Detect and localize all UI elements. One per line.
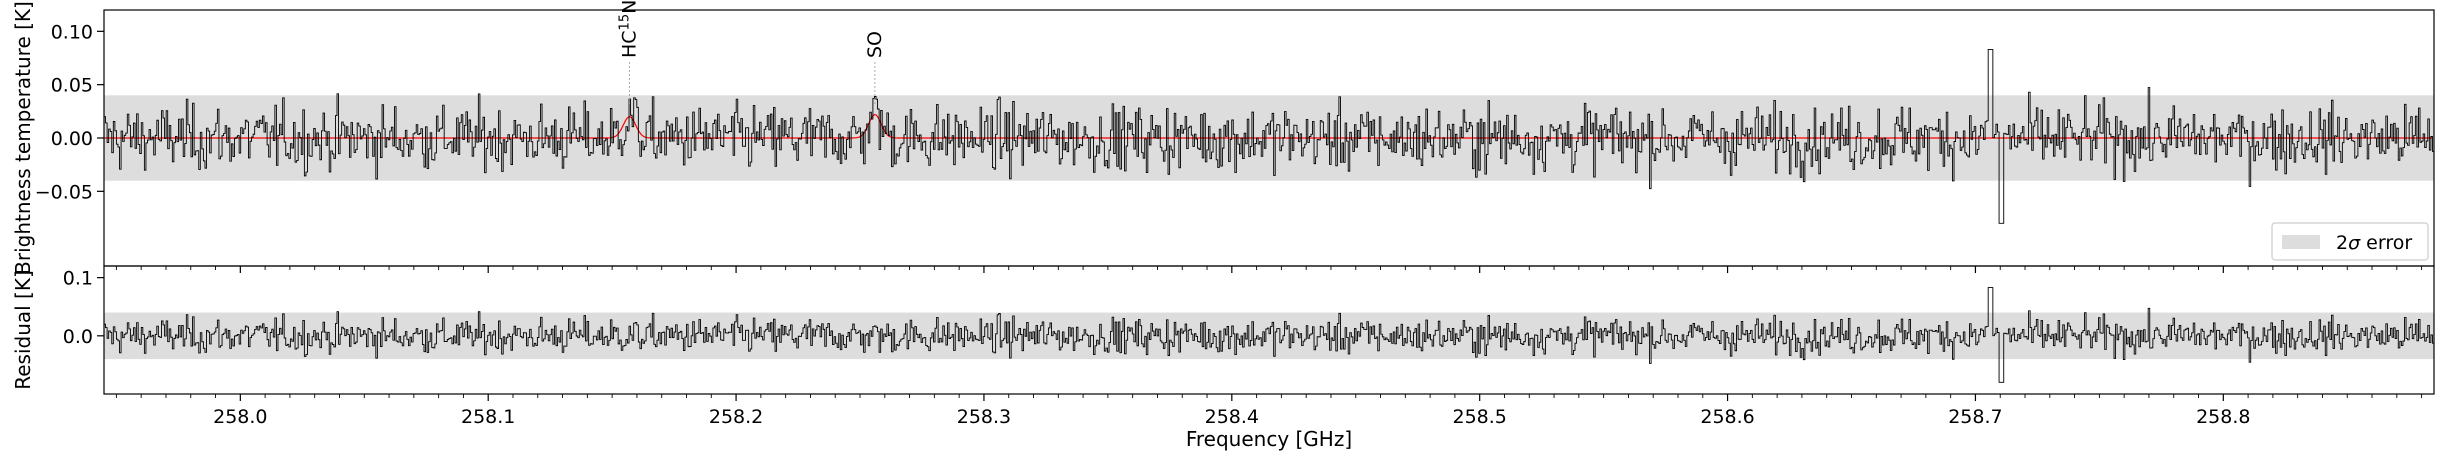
bottom-y-ticks: 0.1 0.0 [63,268,104,348]
y-tick-label: 0.0 [63,326,93,348]
residual-spectrum-line [104,287,2434,383]
legend-label: 2σ error [2336,232,2412,254]
top-y-ticks: 0.10 0.05 0.00 −0.05 [35,21,104,203]
x-tick-label: 258.8 [2196,406,2250,428]
observed-spectrum-line [104,49,2434,224]
y-tick-label: 0.10 [51,21,93,43]
x-tick-label: 258.4 [1205,406,1259,428]
y-tick-label: 0.1 [63,268,93,290]
y-tick-label: 0.00 [51,128,93,150]
x-tick-label: 258.5 [1452,406,1506,428]
line-markers: HC15N SO [617,0,886,106]
x-tick-label: 258.7 [1948,406,2002,428]
line-marker-label: SO [864,31,886,58]
y-tick-label: −0.05 [35,181,93,203]
bottom-x-ticks: 258.0 258.1 258.2 258.3 258.4 258.5 258.6 258.7… [115,394,2423,428]
legend: 2σ error [2271,222,2429,261]
line-marker-label: HC15N [617,0,640,58]
y-tick-label: 0.05 [51,75,93,97]
top-y-axis-label: Brightness temperature [K] [11,1,35,275]
legend-box [2271,222,2429,261]
legend-label-rest: error [2360,232,2412,254]
bottom-y-axis-label: Residual [K] [11,270,35,390]
x-tick-label: 258.2 [709,406,763,428]
observed-spectrum [104,49,2434,224]
brightness-panel: HC15N SO 0.10 0.05 0.00 −0.05 2σ error [35,0,2435,273]
legend-label-sigma: σ [2348,232,2361,254]
x-tick-label: 258.3 [957,406,1011,428]
x-tick-label: 258.6 [1700,406,1754,428]
residual-panel: 0.10.0 258.0 258.1 258.2 258.3 258.4 258.5 258… [63,265,2435,428]
x-tick-label: 258.0 [213,406,267,428]
x-axis-label: Frequency [GHz] [1186,427,1352,451]
x-tick-label: 258.1 [461,406,515,428]
legend-swatch [2282,235,2320,249]
legend-label-main: 2 [2336,232,2348,254]
bottom-plot-frame [103,265,2435,395]
top-x-ticks [115,266,2423,273]
residual-spectrum [104,287,2434,383]
